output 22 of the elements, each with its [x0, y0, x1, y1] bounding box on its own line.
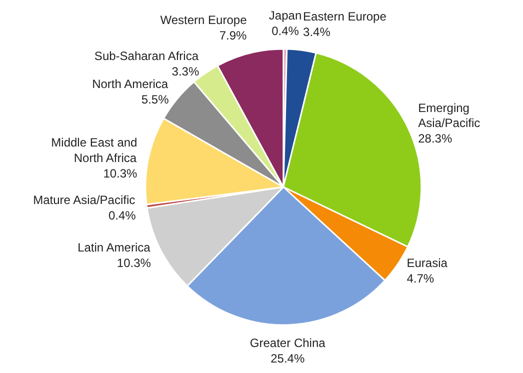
slice-label: Japan [268, 8, 302, 22]
slice-label: Emerging Asia/Pacific [418, 100, 480, 130]
data-label: 5.5% [141, 92, 170, 106]
data-label: 0.4% [272, 24, 300, 38]
data-label: 3.4% [303, 25, 331, 40]
slice-label: Greater China [250, 336, 326, 350]
slice-label: Middle East and North Africa [51, 135, 138, 165]
data-label: 28.3% [418, 132, 452, 146]
slice-label: Sub-Saharan Africa [94, 49, 199, 64]
data-label: 4.7% [406, 271, 434, 286]
slice-label: Latin America [78, 240, 151, 255]
data-label: 3.3% [172, 64, 200, 79]
data-label: 7.9% [219, 28, 248, 42]
slice-label: Eastern Europe [303, 10, 387, 24]
slice-label: Eurasia [406, 256, 448, 270]
slice-label: Western Europe [160, 12, 248, 27]
data-label: 0.4% [108, 208, 136, 223]
slice-label: North America [92, 76, 168, 91]
slice-label: Mature Asia/Pacific [33, 193, 136, 208]
data-label: 10.3% [103, 166, 138, 180]
data-label: 25.4% [270, 352, 305, 366]
data-label: 10.3% [116, 256, 152, 270]
